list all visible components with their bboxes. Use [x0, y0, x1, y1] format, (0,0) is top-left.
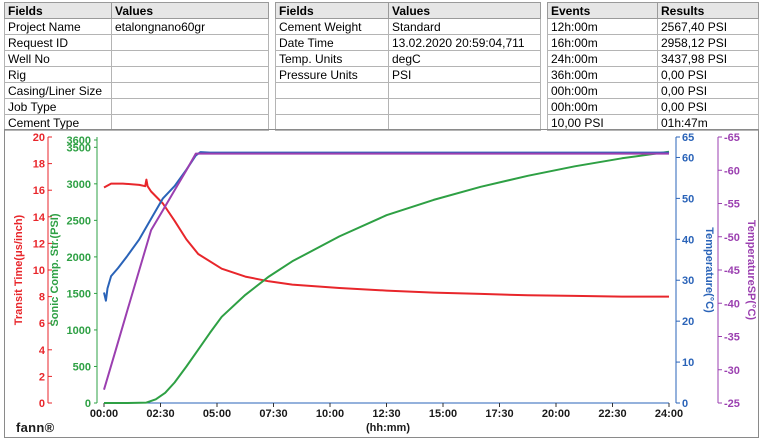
cell: 16h:00m	[547, 34, 658, 51]
transit-tick-label: 6	[39, 318, 45, 330]
temperature-sp-tick-label: -55	[724, 199, 740, 211]
table-row: Job Type	[4, 98, 269, 115]
temperature-tick-label: 60	[682, 152, 694, 164]
x-tick-label: 02:30	[146, 408, 174, 420]
cell: 2958,12 PSI	[657, 34, 759, 51]
strength-tick-label: 2000	[67, 252, 91, 264]
x-tick-label: 24:00	[655, 408, 683, 420]
table-row: 00h:00m 0,00 PSI	[547, 98, 759, 115]
table-row: Date Time 13.02.2020 20:59:04,711	[275, 34, 541, 51]
table-row	[275, 82, 541, 99]
fann-logo: fann®	[16, 420, 55, 435]
settings-table: Fields Values Cement Weight Standard Date…	[275, 2, 541, 131]
cell: 01h:47m	[657, 114, 759, 131]
transit-tick-label: 12	[33, 238, 45, 250]
strength-tick-label: 2500	[67, 215, 91, 227]
table-row: Temp. Units degC	[275, 50, 541, 67]
strength-tick-label: 1500	[67, 288, 91, 300]
transit-tick-label: 8	[39, 292, 45, 304]
temperature-tick-label: 20	[682, 316, 694, 328]
transit-tick-label: 18	[33, 159, 45, 171]
x-tick-label: 20:00	[542, 408, 570, 420]
cell: Cement Weight	[275, 18, 389, 35]
transit-time-line	[103, 178, 669, 298]
temperature-sp-tick-label: -50	[724, 232, 740, 244]
strength-tick-label: 500	[73, 361, 91, 373]
x-tick-label: 17:30	[485, 408, 513, 420]
cell: 0,00 PSI	[657, 98, 759, 115]
info-header-values: Values	[111, 2, 269, 19]
x-tick-label: 00:00	[90, 408, 118, 420]
strength-tick-label: 3000	[67, 179, 91, 191]
temperature-tick-label: 10	[682, 357, 694, 369]
cell: degC	[388, 50, 541, 67]
transit-tick-label: 0	[39, 398, 45, 410]
strength-tick-label: 1000	[67, 325, 91, 337]
temperature-sp-tick-label: -30	[724, 365, 740, 377]
x-tick-label: 22:30	[598, 408, 626, 420]
table-row: Rig	[4, 66, 269, 83]
table-row: Cement Type	[4, 114, 269, 131]
transit-tick-label: 16	[33, 185, 45, 197]
table-row: 00h:00m 0,00 PSI	[547, 82, 759, 99]
temperature-tick-label: 50	[682, 193, 694, 205]
events-header-results: Results	[657, 2, 759, 19]
cell: Cement Type	[4, 114, 112, 131]
temperature-sp-line	[103, 152, 669, 390]
temperature-sp-tick-label: -60	[724, 165, 740, 177]
chart-frame	[4, 129, 759, 438]
x-tick-label: 05:00	[203, 408, 231, 420]
transit-tick-label: 4	[39, 345, 46, 357]
info-table: Fields Values Project Name etalongnano60g…	[4, 2, 269, 131]
transit-axis-title: Transit Time(μs/inch)	[13, 214, 25, 325]
strength-tick-label: 0	[85, 398, 91, 410]
strength-tick-label: 3600	[67, 135, 91, 147]
temperature-tick-label: 30	[682, 275, 694, 287]
table-row: 16h:00m 2958,12 PSI	[547, 34, 759, 51]
x-tick-label: 15:00	[429, 408, 457, 420]
temperature-sp-tick-label: -35	[724, 332, 740, 344]
transit-tick-label: 20	[33, 132, 45, 144]
info-header-fields: Fields	[4, 2, 112, 19]
temperature-tick-label: 40	[682, 234, 694, 246]
temperature-axis-title: Temperature(°C)	[703, 227, 715, 313]
cell	[388, 114, 541, 131]
table-row: 10,00 PSI 01h:47m	[547, 114, 759, 131]
table-row	[275, 114, 541, 131]
x-axis-title: (hh:mm)	[366, 422, 410, 434]
strength-axis-title: Sonic Comp. Str.(PSI)	[49, 213, 61, 326]
sonic-strength-line	[104, 150, 670, 404]
table-row: Cement Weight Standard	[275, 18, 541, 35]
table-row	[275, 98, 541, 115]
x-tick-label: 07:30	[259, 408, 287, 420]
temperature-sp-tick-label: -65	[724, 132, 740, 144]
temperature-sp-axis-title: TemperatureSP(°C)	[745, 220, 757, 320]
transit-tick-label: 14	[33, 212, 46, 224]
x-tick-label: 10:00	[316, 408, 344, 420]
cell: 10,00 PSI	[547, 114, 658, 131]
temperature-tick-label: 65	[682, 132, 694, 144]
temperature-sp-tick-label: -25	[724, 398, 740, 410]
settings-header-fields: Fields	[275, 2, 389, 19]
events-table: Events Results 12h:00m 2567,40 PSI 16h:00…	[547, 2, 759, 131]
temperature-sp-tick-label: -45	[724, 265, 740, 277]
strength-tick-label: 3500	[67, 142, 91, 154]
temperature-tick-label: 0	[682, 398, 688, 410]
temperature-sp-tick-label: -40	[724, 298, 740, 310]
temperature-line	[103, 151, 669, 302]
x-tick-label: 12:30	[372, 408, 400, 420]
transit-tick-label: 10	[33, 265, 45, 277]
cell	[111, 114, 269, 131]
transit-tick-label: 2	[39, 371, 45, 383]
